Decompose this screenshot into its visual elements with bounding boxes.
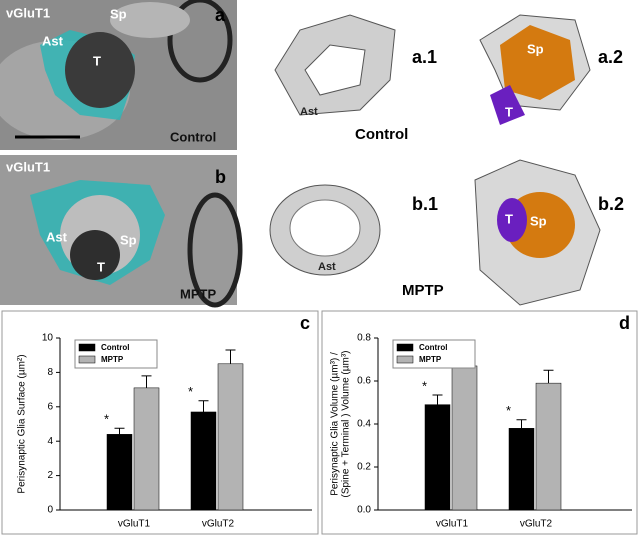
error-bar	[141, 375, 152, 388]
reconstructions: a.1 Ast Control a.2 Sp T b.1 Ast MPTP b.…	[269, 14, 624, 306]
significance-marker: *	[104, 412, 109, 427]
error-bar	[225, 349, 236, 364]
error-bar	[516, 419, 527, 429]
y-tick-label: 2	[47, 470, 53, 481]
panel-letter: c	[300, 313, 310, 333]
em-panel-b: vGluT1 b Ast Sp T MPTP	[0, 155, 243, 308]
em-label: T	[97, 259, 105, 274]
y-tick-label: 0.8	[357, 333, 371, 344]
reconstruction-label: T	[505, 104, 513, 119]
x-tick-label: vGluT1	[118, 519, 151, 530]
y-tick-label: 8	[47, 367, 53, 378]
bar	[451, 365, 478, 511]
panel-letter: b	[215, 167, 226, 187]
em-label: Sp	[110, 6, 127, 21]
bar	[508, 428, 535, 511]
y-tick-label: 0	[47, 505, 53, 516]
panel-letter: a	[215, 5, 226, 25]
condition-label: MPTP	[402, 282, 444, 299]
em-label: vGluT1	[6, 159, 50, 174]
reconstruction-label: Sp	[527, 41, 544, 56]
y-tick-label: 0.6	[357, 376, 371, 387]
em-panel-a: vGluT1 Sp a Ast T Control	[0, 0, 237, 150]
legend-swatch	[396, 343, 414, 352]
y-tick-label: 10	[42, 333, 54, 344]
em-label: MPTP	[180, 286, 216, 301]
bar	[133, 387, 160, 511]
bar	[190, 411, 217, 511]
x-tick-label: vGluT1	[436, 519, 469, 530]
error-bar	[432, 394, 443, 405]
y-tick-label: 0.0	[357, 505, 371, 516]
reconstruction-label: T	[505, 211, 513, 226]
legend-label: Control	[419, 343, 447, 352]
em-label: vGluT1	[6, 5, 50, 20]
em-label: Ast	[46, 229, 68, 244]
chart-frame	[1, 310, 319, 535]
x-tick-label: vGluT2	[202, 519, 235, 530]
reconstruction-label: Sp	[530, 213, 547, 228]
y-tick-label: 0.4	[357, 419, 371, 430]
bar	[217, 363, 244, 511]
chart-frame	[321, 310, 638, 535]
error-bar	[114, 427, 125, 435]
legend-label: MPTP	[419, 355, 442, 364]
legend-swatch	[396, 355, 414, 364]
x-tick-label: vGluT2	[520, 519, 553, 530]
panel-letter: d	[619, 313, 630, 333]
legend-label: Control	[101, 343, 129, 352]
panel-letter: b.1	[412, 194, 438, 214]
bar	[535, 382, 562, 511]
error-bar	[198, 400, 209, 412]
panel-letter: b.2	[598, 194, 624, 214]
em-label: Ast	[42, 33, 64, 48]
reconstruction-label: Ast	[318, 261, 336, 273]
em-label: T	[93, 53, 101, 68]
reconstruction-label: Ast	[300, 106, 318, 118]
panel-letter: a.2	[598, 47, 623, 67]
y-axis-label: Perisynaptic Glia Surface (µm²)	[17, 354, 28, 493]
y-axis-label: (Spine + Terminal ) Volume (µm³)	[341, 350, 352, 497]
y-tick-label: 4	[47, 436, 53, 447]
legend-swatch	[78, 355, 96, 364]
legend-label: MPTP	[101, 355, 124, 364]
significance-marker: *	[422, 378, 427, 393]
em-label: Control	[170, 129, 216, 144]
bar	[424, 404, 451, 511]
significance-marker: *	[188, 384, 193, 399]
y-tick-label: 6	[47, 401, 53, 412]
error-bar	[543, 369, 554, 384]
em-label: Sp	[120, 232, 137, 247]
bar	[106, 434, 133, 511]
legend-swatch	[78, 343, 96, 352]
y-axis-label: Perisynaptic Glia Volume (µm³) /	[330, 352, 341, 496]
condition-label: Control	[355, 126, 408, 143]
significance-marker: *	[506, 403, 511, 418]
panel-letter: a.1	[412, 47, 437, 67]
y-tick-label: 0.2	[357, 462, 371, 473]
